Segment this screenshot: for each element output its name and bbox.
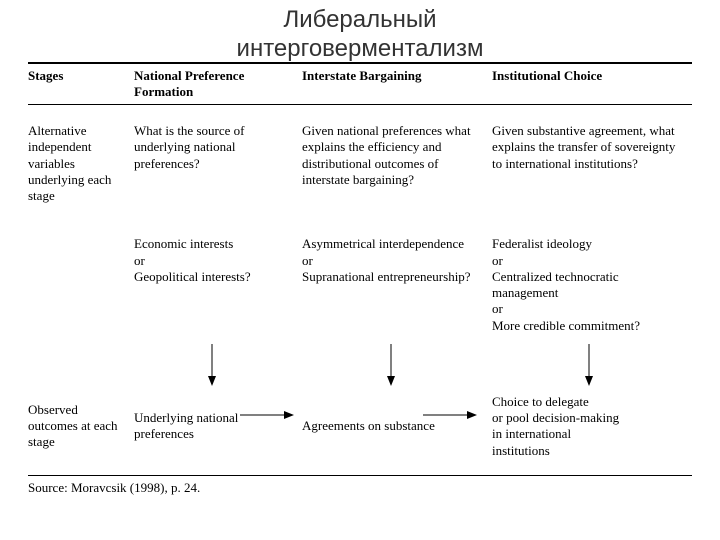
arrow-right-icon <box>238 408 294 422</box>
title-line-2: интерговерментализм <box>237 35 484 62</box>
arrow-down-inst <box>486 338 692 390</box>
header-bargain: Interstate Bargaining <box>296 64 486 104</box>
arrow-down-bargain <box>296 338 486 390</box>
header-stages: Stages <box>28 64 128 104</box>
intergovernmentalism-table: Stages National Preference Formation Int… <box>28 62 692 500</box>
cell-arrow-empty <box>28 338 128 390</box>
arrow-right-icon <box>421 408 477 422</box>
cell-r1-inst: Given substantive agreement, what explai… <box>486 119 692 208</box>
arrow-down-npf <box>128 338 296 390</box>
cell-r4-inst: Choice to delegate or pool decision-maki… <box>486 390 692 463</box>
cell-r2-stages <box>28 232 128 338</box>
cell-r2-inst: Federalist ideology or Centralized techn… <box>486 232 692 338</box>
cell-r1-npf: What is the source of underlying nationa… <box>128 119 296 208</box>
arrow-down-icon <box>384 342 398 386</box>
table-row: Alternative independent variables underl… <box>28 105 692 208</box>
cell-r4-stages: Observed outcomes at each stage <box>28 398 128 455</box>
table-row: Observed outcomes at each stage Underlyi… <box>28 390 692 463</box>
arrow-down-icon <box>205 342 219 386</box>
header-inst: Institutional Choice <box>486 64 692 104</box>
table-row-arrows-vertical <box>28 338 692 390</box>
table-header-row: Stages National Preference Formation Int… <box>28 62 692 105</box>
table-row: Economic interests or Geopolitical inter… <box>28 218 692 338</box>
title-line-1: Либеральный <box>283 6 436 33</box>
cell-r1-stages: Alternative independent variables underl… <box>28 119 128 208</box>
arrow-down-icon <box>582 342 596 386</box>
cell-r2-bargain: Asymmetrical interdependence or Supranat… <box>296 232 486 338</box>
table-source: Source: Moravcsik (1998), p. 24. <box>28 475 692 500</box>
cell-r1-bargain: Given national preferences what explains… <box>296 119 486 208</box>
header-npf: National Preference Formation <box>128 64 296 104</box>
slide-title: Либеральный интерговерментализм <box>0 0 720 64</box>
cell-r2-npf: Economic interests or Geopolitical inter… <box>128 232 296 338</box>
